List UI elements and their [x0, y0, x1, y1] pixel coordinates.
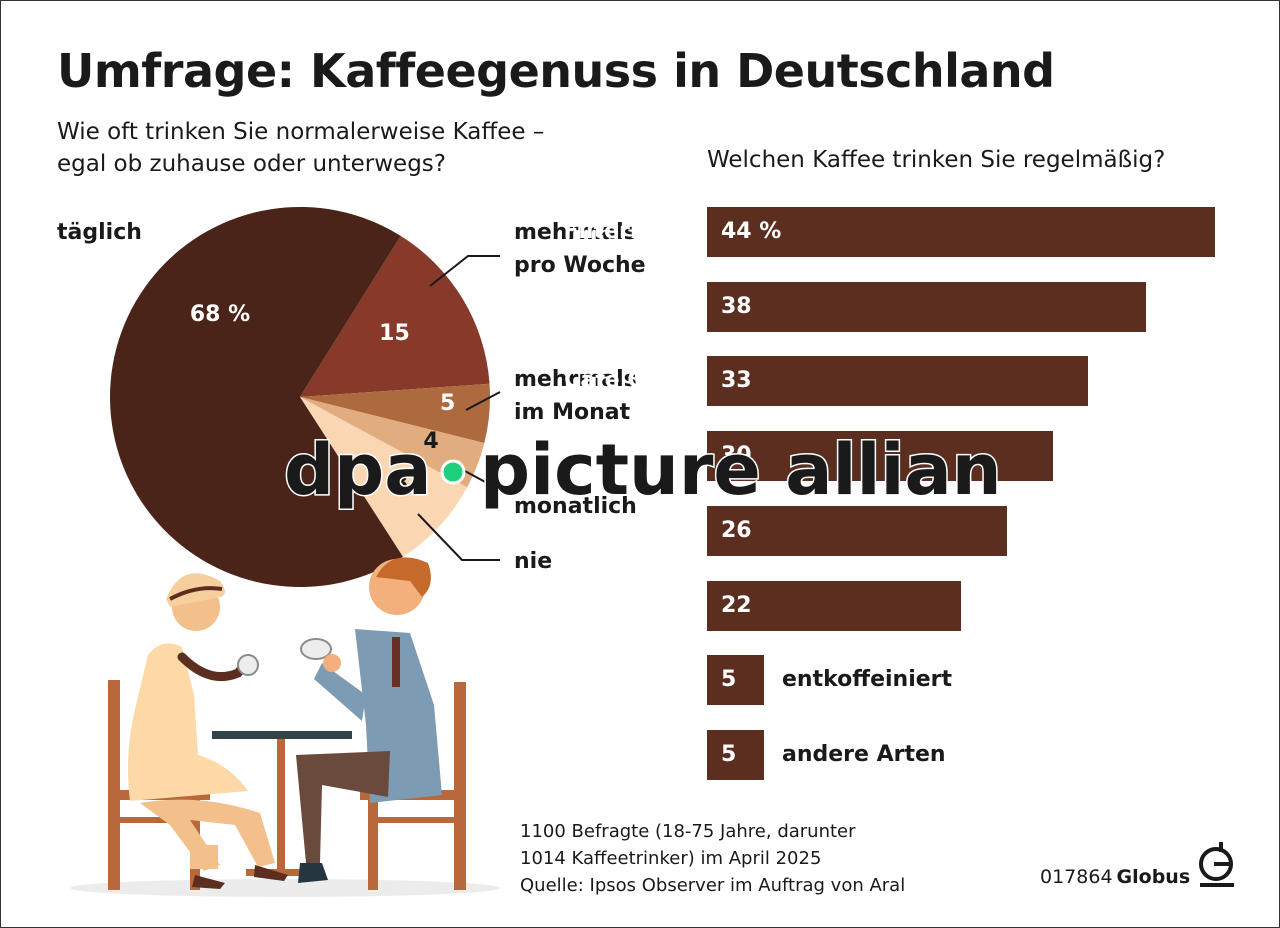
- pie-label-daily: täglich: [57, 220, 142, 245]
- man-figure-icon: [296, 557, 442, 883]
- bar-8: [707, 730, 764, 780]
- pie-label-monthly: monatlich: [514, 494, 637, 519]
- bar-value-label-6: 22: [721, 593, 752, 618]
- woman-figure-icon: [128, 573, 288, 889]
- footnote-line-2: 1014 Kaffeetrinker) im April 2025: [520, 848, 822, 869]
- pie-slice-1: [110, 207, 403, 587]
- pie-label-weekly: mehrmals pro Woche: [514, 216, 646, 282]
- leader-line-monthly-multi: [465, 391, 501, 411]
- bar-category-label-3: Café Crema: [564, 368, 707, 393]
- footnote-line-1: 1100 Befragte (18-75 Jahre, darunter: [520, 821, 856, 842]
- globus-logo-icon: [1199, 842, 1234, 887]
- pie-label-monthly-multi: mehrmals im Monat: [514, 363, 637, 429]
- bar-4: [707, 431, 1053, 481]
- pie-value-label-4: 4: [423, 429, 438, 454]
- pie-slice-5: [300, 397, 468, 557]
- pie-value-label-1: 68 %: [190, 302, 250, 327]
- source-footnote: 1100 Befragte (18-75 Jahre, darunter 101…: [520, 818, 905, 899]
- page-title: Umfrage: Kaffeegenuss in Deutschland: [57, 44, 1055, 98]
- bar-2: [707, 282, 1146, 332]
- bar-value-label-1: 44 %: [721, 219, 782, 244]
- bar-category-label-8: andere Arten: [782, 742, 946, 767]
- pie-value-label-3: 5: [440, 391, 455, 416]
- bar-value-label-4: 30: [721, 443, 752, 468]
- graphic-id: 017864: [1040, 866, 1113, 888]
- bar-value-label-2: 38: [721, 294, 752, 319]
- pie-value-label-2: 15: [379, 321, 410, 346]
- leader-line-weekly: [429, 255, 500, 287]
- bar-category-label-1: Filterkaffee: [563, 219, 707, 244]
- watermark-text-picture-alliance: picture alliance: [480, 429, 1002, 511]
- bar-1: [707, 207, 1215, 257]
- pie-question: Wie oft trinken Sie normalerweise Kaffee…: [57, 116, 617, 180]
- bar-3: [707, 356, 1088, 406]
- bar-category-label-5: Latte Macchiato: [508, 518, 707, 543]
- bar-question: Welchen Kaffee trinken Sie regelmäßig?: [707, 147, 1166, 173]
- pie-label-weekly-line-2: pro Woche: [514, 253, 646, 278]
- bar-7: [707, 655, 764, 705]
- dpa-picture-alliance-watermark: dpa picture alliance: [283, 428, 1003, 513]
- pie-slice-4: [300, 397, 485, 488]
- bar-value-label-7: 5: [721, 667, 737, 692]
- bar-value-label-3: 33: [721, 368, 752, 393]
- bar-category-label-2: Cappuccino: [564, 294, 707, 319]
- floor-shadow: [70, 879, 500, 897]
- cafe-table-icon: [212, 731, 352, 876]
- bar-value-label-5: 26: [721, 518, 752, 543]
- watermark-text-dpa: dpa: [284, 429, 431, 511]
- pie-label-monthly-multi-line-2: im Monat: [514, 400, 631, 425]
- footnote-line-3: Quelle: Ipsos Observer im Auftrag von Ar…: [520, 875, 906, 896]
- bar-value-label-8: 5: [721, 742, 737, 767]
- coffee-couple-illustration: [70, 557, 500, 897]
- bar-category-label-4: Milch-Kaffee: [552, 443, 707, 468]
- pie-value-label-5: 8: [393, 471, 408, 496]
- bar-6: [707, 581, 961, 631]
- pie-question-line-1: Wie oft trinken Sie normalerweise Kaffee…: [57, 119, 545, 145]
- credit-line: 017864 Globus: [1040, 866, 1190, 888]
- bar-category-label-6: Espresso: [596, 593, 707, 618]
- pie-question-line-2: egal ob zuhause oder unterwegs?: [57, 151, 446, 177]
- pie-label-weekly-line-1: mehrmals: [514, 220, 637, 245]
- pie-leader-lines: [417, 255, 501, 561]
- pie-slice-3: [300, 383, 490, 443]
- bar-category-label-7: entkoffeiniert: [782, 667, 953, 692]
- bar-5: [707, 506, 1007, 556]
- watermark-dot: [440, 459, 466, 485]
- pie-label-monthly-multi-line-1: mehrmals: [514, 367, 637, 392]
- pie-label-never: nie: [514, 549, 553, 574]
- globus-brand-text: Globus: [1116, 866, 1191, 888]
- leader-line-never: [417, 513, 500, 561]
